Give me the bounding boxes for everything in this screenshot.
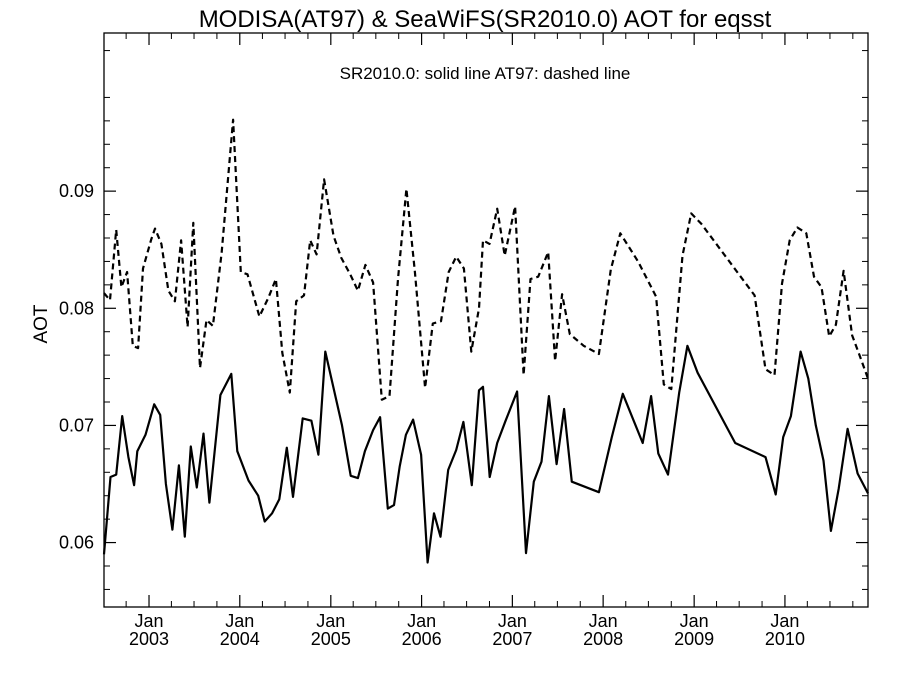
x-tick-year-label: 2008	[583, 629, 623, 649]
x-tick-year-label: 2007	[492, 629, 532, 649]
series-annotation: SR2010.0: solid line AT97: dashed line	[340, 64, 631, 83]
x-tick-month-label: Jan	[407, 611, 436, 631]
x-tick-year-label: 2006	[402, 629, 442, 649]
x-tick-month-label: Jan	[498, 611, 527, 631]
x-tick-year-label: 2005	[311, 629, 351, 649]
x-tick-year-label: 2003	[129, 629, 169, 649]
y-tick-label: 0.09	[59, 181, 94, 201]
series-line-at97	[103, 118, 870, 401]
y-tick-label: 0.07	[59, 415, 94, 435]
x-tick-month-label: Jan	[680, 611, 709, 631]
x-tick-year-label: 2010	[765, 629, 805, 649]
x-tick-month-label: Jan	[770, 611, 799, 631]
y-tick-label: 0.06	[59, 533, 94, 553]
series-line-sr2010-0	[102, 344, 869, 564]
x-tick-month-label: Jan	[316, 611, 345, 631]
chart-title: MODISA(AT97) & SeaWiFS(SR2010.0) AOT for…	[199, 6, 772, 33]
x-tick-month-label: Jan	[134, 611, 163, 631]
y-axis-label: AOT	[31, 304, 52, 343]
x-tick-year-label: 2009	[674, 629, 714, 649]
x-tick-month-label: Jan	[589, 611, 618, 631]
x-tick-month-label: Jan	[225, 611, 254, 631]
plot-frame	[103, 32, 869, 608]
y-tick-label: 0.08	[59, 298, 94, 318]
x-tick-year-label: 2004	[220, 629, 260, 649]
